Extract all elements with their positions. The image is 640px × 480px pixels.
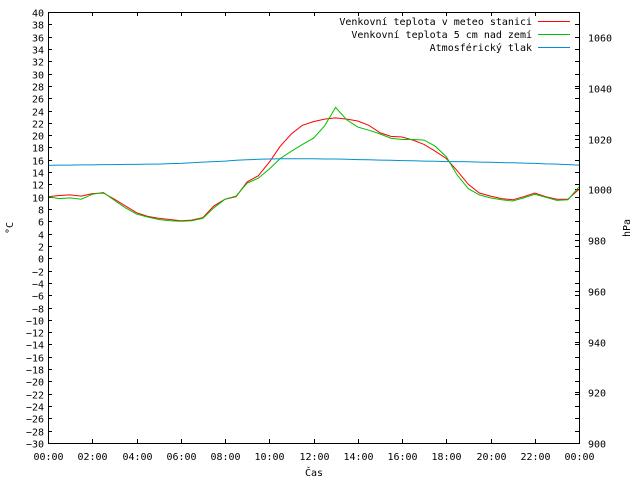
series-line-2 bbox=[47, 106, 580, 222]
y-tick-label: −28 bbox=[26, 428, 44, 439]
series-line-3 bbox=[47, 158, 580, 166]
y-tick-label: −4 bbox=[32, 280, 44, 291]
y-tick-label: 20 bbox=[32, 132, 44, 143]
y-tick-label: 24 bbox=[32, 108, 44, 119]
x-tick-label: 04:00 bbox=[122, 452, 152, 463]
y-tick-label: 30 bbox=[32, 71, 44, 82]
x-tick-label: 20:00 bbox=[476, 452, 506, 463]
x-tick-label: 00:00 bbox=[564, 452, 594, 463]
y-tick-label: 12 bbox=[32, 181, 44, 192]
y-tick-label: 4 bbox=[38, 231, 44, 242]
x-tick-label: 12:00 bbox=[299, 452, 329, 463]
x-tick-label: 16:00 bbox=[387, 452, 417, 463]
y-tick-label: 36 bbox=[32, 34, 44, 45]
y-tick-label: 34 bbox=[32, 46, 44, 57]
x-tick-label: 14:00 bbox=[343, 452, 373, 463]
y-tick-label: 0 bbox=[38, 255, 44, 266]
x-tick-label: 18:00 bbox=[431, 452, 461, 463]
y-tick-label: 8 bbox=[38, 206, 44, 217]
y-tick-label: −16 bbox=[26, 354, 44, 365]
y2-tick-label: 1000 bbox=[588, 186, 612, 197]
y-tick-label: −6 bbox=[32, 292, 44, 303]
y-tick-label: −20 bbox=[26, 378, 44, 389]
legend-label-3: Atmosférický tlak bbox=[430, 42, 532, 54]
y-tick-label: −24 bbox=[26, 403, 44, 414]
x-tick-label: 00:00 bbox=[33, 452, 63, 463]
y2-tick-label: 1040 bbox=[588, 85, 612, 96]
y2-tick-label: 1020 bbox=[588, 136, 612, 147]
y-axis-label: °C bbox=[5, 222, 16, 234]
legend: Venkovní teplota v meteo staniciVenkovní… bbox=[339, 16, 570, 54]
y2-axis-label: hPa bbox=[622, 219, 633, 237]
y-tick-label: 10 bbox=[32, 194, 44, 205]
legend-label-2: Venkovní teplota 5 cm nad zemí bbox=[351, 29, 532, 41]
y-tick-label: −18 bbox=[26, 366, 44, 377]
series-layer bbox=[47, 106, 580, 222]
y2-tick-label: 900 bbox=[588, 440, 606, 451]
y-tick-label: 26 bbox=[32, 95, 44, 106]
y-tick-label: 2 bbox=[38, 243, 44, 254]
x-axis-label: Čas bbox=[305, 466, 323, 479]
legend-label-1: Venkovní teplota v meteo stanici bbox=[339, 16, 532, 28]
y-tick-label: 28 bbox=[32, 83, 44, 94]
plot-frame bbox=[48, 12, 580, 444]
series-line-1 bbox=[47, 117, 580, 222]
x-tick-label: 06:00 bbox=[166, 452, 196, 463]
x-tick-label: 02:00 bbox=[77, 452, 107, 463]
y2-tick-label: 960 bbox=[588, 288, 606, 299]
y-tick-label: −12 bbox=[26, 329, 44, 340]
y-tick-label: −26 bbox=[26, 415, 44, 426]
y-tick-label: 22 bbox=[32, 120, 44, 131]
y-tick-label: 32 bbox=[32, 58, 44, 69]
y-tick-label: 38 bbox=[32, 21, 44, 32]
y-tick-label: 40 bbox=[32, 9, 44, 20]
y-tick-label: 6 bbox=[38, 218, 44, 229]
labels-layer: 4038363432302826242220181614121086420−2−… bbox=[26, 9, 612, 464]
x-tick-label: 08:00 bbox=[210, 452, 240, 463]
y-tick-label: 18 bbox=[32, 144, 44, 155]
y2-tick-label: 1060 bbox=[588, 34, 612, 45]
y2-tick-label: 940 bbox=[588, 339, 606, 350]
ticks-layer bbox=[48, 12, 580, 444]
y2-tick-label: 980 bbox=[588, 237, 606, 248]
y-tick-label: 14 bbox=[32, 169, 44, 180]
y-tick-label: −10 bbox=[26, 317, 44, 328]
y-tick-label: −30 bbox=[26, 440, 44, 451]
y-tick-label: −22 bbox=[26, 391, 44, 402]
y2-tick-label: 920 bbox=[588, 389, 606, 400]
y-tick-label: 16 bbox=[32, 157, 44, 168]
y-tick-label: −8 bbox=[32, 305, 44, 316]
x-tick-label: 10:00 bbox=[254, 452, 284, 463]
x-tick-label: 22:00 bbox=[520, 452, 550, 463]
y-tick-label: −14 bbox=[26, 341, 44, 352]
y-tick-label: −2 bbox=[32, 268, 44, 279]
